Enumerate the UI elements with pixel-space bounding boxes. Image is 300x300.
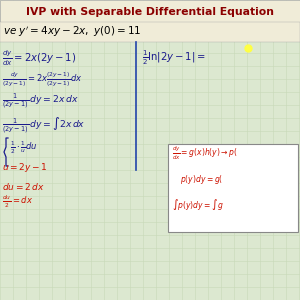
- Text: $p(y)dy = g($: $p(y)dy = g($: [180, 173, 223, 187]
- Text: $\frac{dy}{dx} = g(x)h(y) \to p($: $\frac{dy}{dx} = g(x)h(y) \to p($: [172, 144, 238, 162]
- Text: $du = 2\,dx$: $du = 2\,dx$: [2, 181, 45, 191]
- Point: [246, 46, 250, 50]
- Text: $\frac{1}{(2y-1)}\,dy = 2x\,dx$: $\frac{1}{(2y-1)}\,dy = 2x\,dx$: [2, 93, 79, 111]
- Bar: [168, 144, 298, 232]
- Text: $\frac{1}{2}\cdot\frac{1}{u}du$: $\frac{1}{2}\cdot\frac{1}{u}du$: [10, 140, 38, 156]
- Text: $ve\ y' = 4xy - 2x,\ y(0) = 11$: $ve\ y' = 4xy - 2x,\ y(0) = 11$: [3, 25, 141, 39]
- Text: $\frac{du}{2} = dx$: $\frac{du}{2} = dx$: [2, 194, 33, 210]
- Bar: [0, 22, 300, 42]
- Bar: [0, 0, 300, 22]
- Text: $\int p(y)dy = \int g$: $\int p(y)dy = \int g$: [172, 197, 224, 212]
- Text: $\frac{dy}{dx} = 2x(2y-1)$: $\frac{dy}{dx} = 2x(2y-1)$: [2, 48, 76, 68]
- Text: $\frac{dy}{(2y-1)} = 2x\frac{(2y-1)}{(2y-1)}dx$: $\frac{dy}{(2y-1)} = 2x\frac{(2y-1)}{(2y…: [2, 71, 82, 89]
- Text: $\frac{1}{(2y-1)}\,dy = \int 2x\,dx$: $\frac{1}{(2y-1)}\,dy = \int 2x\,dx$: [2, 115, 85, 135]
- Text: IVP with Separable Differential Equation: IVP with Separable Differential Equation: [26, 7, 274, 17]
- Text: $u = 2y-1$: $u = 2y-1$: [2, 161, 48, 175]
- Text: $\frac{1}{2}\ln|2y-1| =$: $\frac{1}{2}\ln|2y-1| =$: [142, 49, 206, 67]
